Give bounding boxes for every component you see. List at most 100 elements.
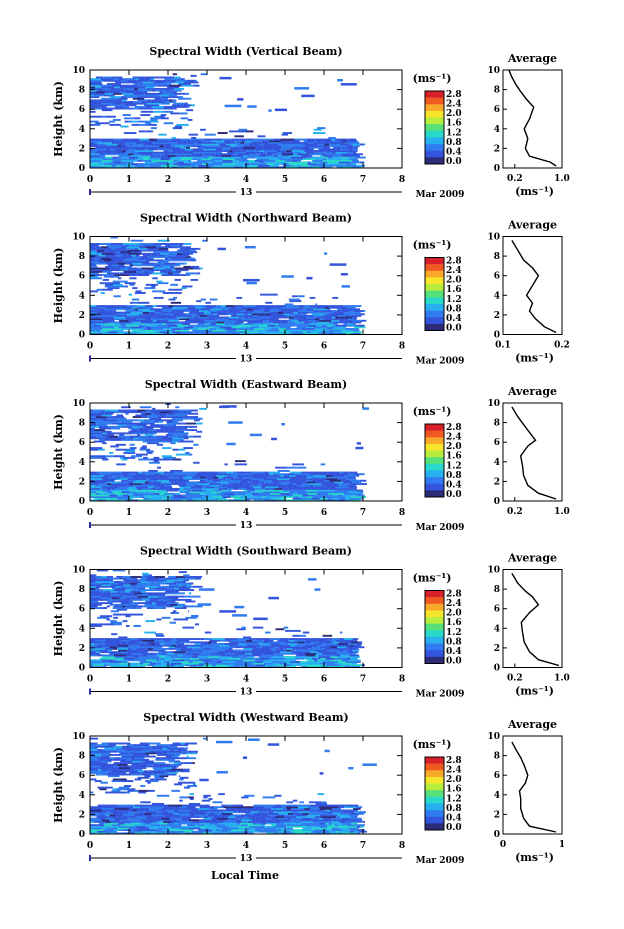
heatmap-cell [123, 270, 137, 273]
heatmap-cell [100, 592, 112, 595]
heatmap-cell [180, 474, 187, 477]
heatmap-cell [133, 301, 137, 304]
heatmap-cell [344, 316, 353, 319]
heatmap-cell [194, 605, 203, 608]
heatmap-cell [142, 483, 152, 485]
day-marker [89, 688, 91, 695]
heatmap-cell [119, 594, 124, 596]
heatmap-cell [221, 654, 227, 657]
heatmap-cell [243, 659, 255, 662]
heatmap-cell [200, 825, 206, 828]
heatmap-cell [136, 305, 146, 308]
heatmap-cell [355, 816, 358, 818]
heatmap-cell [167, 473, 179, 476]
heatmap-cell [130, 327, 144, 330]
heatmap-cell [193, 326, 201, 329]
heatmap-cell [149, 478, 160, 481]
heatmap-cell [176, 417, 185, 420]
heatmap-cell [258, 163, 267, 166]
heatmap-cell [169, 89, 181, 92]
heatmap-cell [95, 151, 103, 154]
heatmap-cell [295, 163, 308, 166]
heatmap-cell [100, 107, 112, 110]
heatmap-cell [168, 827, 181, 830]
heatmap-cell [307, 814, 320, 817]
heatmap-cell [269, 473, 273, 476]
heatmap-cell [205, 301, 212, 304]
heatmap-cell [136, 487, 143, 490]
heatmap-cell [90, 471, 97, 474]
heatmap-cell [149, 164, 154, 167]
heatmap-cell [156, 641, 160, 644]
heatmap-cell [179, 476, 184, 479]
heatmap-cell [184, 440, 194, 443]
heatmap-cell [156, 752, 168, 755]
heatmap-cell [152, 496, 163, 499]
heatmap-cell [300, 820, 314, 823]
heatmap-cell [188, 453, 193, 456]
heatmap-cell [198, 164, 206, 167]
heatmap-cell [143, 814, 152, 817]
heatmap-cell [285, 806, 298, 809]
heatmap-cell [347, 156, 356, 159]
heatmap-cell [178, 641, 186, 644]
heatmap-cell [247, 660, 257, 663]
heatmap-cell [150, 643, 155, 645]
heatmap-cell [158, 763, 171, 766]
heatmap-cell [311, 641, 320, 644]
heatmap-cell [171, 166, 178, 169]
heatmap-cell [113, 589, 126, 592]
heatmap-cell [239, 665, 244, 668]
heatmap-cell [321, 153, 326, 156]
heatmap-cell [337, 656, 351, 658]
heatmap-cell [144, 481, 149, 484]
heatmap-cell [132, 329, 143, 332]
heatmap-cell [176, 638, 182, 641]
heatmap-cell [189, 321, 199, 324]
heatmap-cell [127, 659, 136, 662]
heatmap-cell [281, 657, 286, 660]
heatmap-cell [148, 486, 153, 489]
heatmap-cell [353, 499, 357, 502]
heatmap-cell [206, 489, 215, 492]
heatmap-cell [158, 595, 169, 598]
heatmap-cell [159, 765, 171, 768]
heatmap-cell [350, 816, 356, 818]
colorbar-tick-label: 1.2 [446, 628, 462, 638]
heatmap-cell [182, 752, 187, 755]
heatmap-cell [143, 81, 154, 84]
heatmap-cell [249, 827, 255, 830]
heatmap-cell [150, 154, 157, 157]
average-title: Average [507, 385, 557, 398]
heatmap-cell [119, 434, 125, 436]
colorbar-segment [425, 603, 444, 611]
heatmap-cell [329, 832, 337, 835]
heatmap-cell [90, 321, 102, 324]
heatmap-cell [153, 265, 164, 268]
heatmap-cell [90, 425, 99, 428]
heatmap-cell [178, 589, 191, 592]
heatmap-cell [343, 164, 357, 167]
heatmap-cell [117, 143, 126, 146]
heatmap-cell [143, 497, 151, 500]
heatmap-cell [163, 262, 176, 265]
heatmap-cell [297, 153, 310, 156]
heatmap-cell [225, 819, 235, 822]
heatmap-cell [249, 326, 259, 329]
heatmap-cell [101, 809, 111, 812]
heatmap-cell [249, 148, 256, 151]
heatmap-cell [163, 265, 170, 268]
heatmap-cell [131, 298, 140, 301]
heatmap-cell [217, 471, 222, 474]
heatmap-cell [144, 603, 156, 606]
heatmap-cell [99, 483, 108, 485]
heatmap-cell [90, 753, 95, 756]
heatmap-cell [133, 789, 139, 792]
heatmap-cell [212, 321, 217, 324]
heatmap-cell [334, 489, 344, 492]
heatmap-cell [237, 308, 244, 311]
heatmap-cell [270, 647, 277, 650]
average-x-tick-label: 0.2 [507, 674, 523, 684]
heatmap-cell [123, 259, 130, 262]
heatmap-cell [116, 497, 129, 500]
